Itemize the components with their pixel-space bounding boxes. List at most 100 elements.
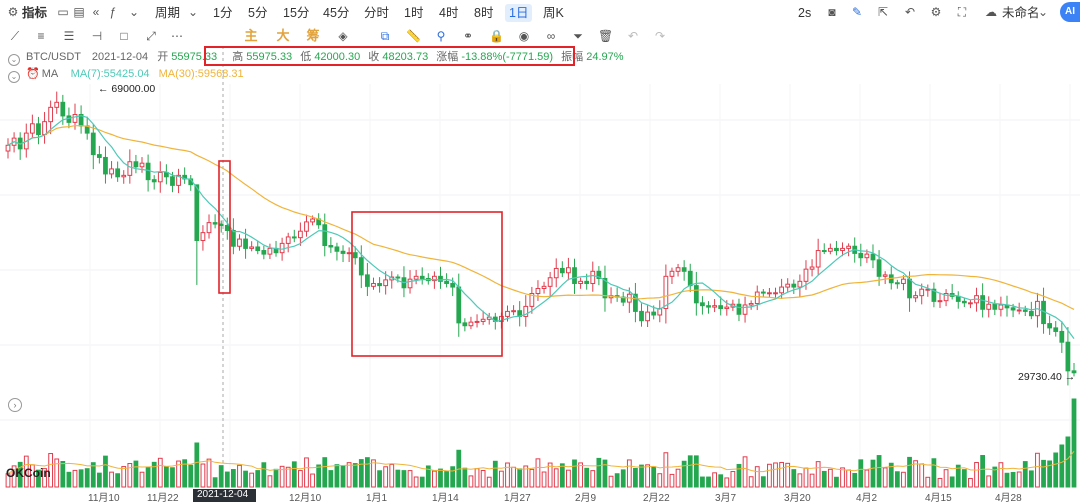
volume-bar xyxy=(432,470,437,488)
volume-bar xyxy=(907,456,912,488)
redo-draw-icon[interactable]: ↷ xyxy=(654,29,666,43)
undo-icon[interactable]: ↶ xyxy=(904,5,916,19)
collapse-icon[interactable]: ⌄ xyxy=(8,54,20,66)
volume-bar xyxy=(675,468,681,488)
edit-icon[interactable]: ✎ xyxy=(851,5,863,19)
candle-body xyxy=(553,267,559,279)
interval-4h[interactable]: 4时 xyxy=(439,6,459,20)
candle-body xyxy=(206,222,212,234)
x-tick-label-cursor: 2021-12-04 xyxy=(197,489,249,500)
ai-button[interactable]: AI xyxy=(1060,2,1080,22)
chevron-down-icon[interactable]: ⌄ xyxy=(128,5,140,19)
interval-5m[interactable]: 5分 xyxy=(248,6,268,20)
trash-icon[interactable]: 🗑 xyxy=(598,29,614,43)
volume-bar xyxy=(827,468,833,488)
x-tick-label: 1月1 xyxy=(366,493,388,502)
volume-bar xyxy=(383,466,389,488)
more-tools-icon[interactable]: ⋯ xyxy=(171,29,183,43)
candle-body xyxy=(462,322,468,327)
refresh-rate[interactable]: 2s xyxy=(798,6,812,20)
candle-body xyxy=(48,106,54,123)
volume-bar xyxy=(78,469,84,488)
export-icon[interactable]: ⇱ xyxy=(877,5,889,19)
volume-bar xyxy=(103,455,108,488)
eye-icon[interactable]: ◉ xyxy=(518,29,530,43)
volume-bar xyxy=(1004,472,1010,488)
link-icon[interactable]: ∞ xyxy=(546,29,556,43)
chip-label[interactable]: 筹 xyxy=(306,28,320,43)
collapse-icon[interactable]: ⌄ xyxy=(8,71,20,83)
volume-bar xyxy=(511,466,516,488)
volume-bar xyxy=(687,455,693,488)
cloud-icon[interactable]: ☁ xyxy=(985,5,997,19)
function-icon[interactable]: ƒ xyxy=(109,5,117,19)
big-order-label[interactable]: 大 xyxy=(276,28,290,43)
rewind-icon[interactable]: « xyxy=(92,5,100,19)
ruler-icon[interactable]: 📏 xyxy=(406,29,421,43)
chevron-down-icon[interactable]: ⌄ xyxy=(1037,5,1049,19)
camera-icon[interactable]: ◙ xyxy=(828,5,836,19)
ohlc-info: ⌄ BTC/USDT 2021-12-04 开 55975.33 高 55975.… xyxy=(8,49,624,66)
volume-bar xyxy=(645,464,650,488)
fullscreen-icon[interactable]: ⛶ xyxy=(957,5,967,19)
main-force-label[interactable]: 主 xyxy=(244,28,258,43)
rectangle-tool-icon[interactable]: □ xyxy=(120,29,128,43)
compare-icon[interactable]: ⚭ xyxy=(462,29,474,43)
indicator-icon[interactable]: ⚙ xyxy=(7,5,19,19)
layout-icon[interactable]: ▤ xyxy=(73,5,85,19)
interval-timeshare[interactable]: 分时 xyxy=(364,6,390,20)
copy-icon[interactable]: ⧉ xyxy=(380,29,390,43)
hline-tool-icon[interactable]: ⊣ xyxy=(91,29,103,43)
candle-body xyxy=(328,245,334,248)
candle-body xyxy=(358,257,364,276)
layout-name[interactable]: 未命名 xyxy=(1002,6,1040,20)
indicator-button[interactable]: 指标 xyxy=(22,6,48,20)
volume-bar xyxy=(480,470,486,488)
candle-body xyxy=(882,274,888,277)
interval-8h[interactable]: 8时 xyxy=(474,6,494,20)
settings-icon[interactable]: ⚙ xyxy=(930,5,942,19)
volume-bar xyxy=(681,460,687,488)
interval-1m[interactable]: 1分 xyxy=(213,6,233,20)
candle-body xyxy=(681,267,687,272)
ray-tool-icon[interactable]: ⤢ xyxy=(146,29,156,43)
undo-draw-icon[interactable]: ↶ xyxy=(627,29,639,43)
scroll-right-icon[interactable]: › xyxy=(8,398,22,412)
candle-body xyxy=(115,168,121,178)
x-tick-label: 4月15 xyxy=(925,493,952,502)
interval-week[interactable]: 周K xyxy=(543,6,564,20)
interval-1d[interactable]: 1日 xyxy=(505,4,533,22)
candle-body xyxy=(572,267,577,284)
volume-bar xyxy=(852,472,858,488)
hlines-tool-icon[interactable]: ≡ xyxy=(37,29,45,43)
chip-icon[interactable]: ◈ xyxy=(338,29,348,43)
channel-tool-icon[interactable]: ☰ xyxy=(63,29,75,43)
interval-45m[interactable]: 45分 xyxy=(323,6,350,20)
candle-body xyxy=(218,223,224,226)
x-tick-label: 4月28 xyxy=(995,493,1022,502)
candle-body xyxy=(90,132,96,156)
volume-bar xyxy=(529,468,535,488)
volume-bar xyxy=(955,464,961,488)
line-tool-icon[interactable]: ⟋ xyxy=(10,29,20,43)
volume-bar xyxy=(858,459,864,488)
chevron-down-icon[interactable]: ⌄ xyxy=(187,5,199,19)
candle-body xyxy=(651,311,657,316)
volume-bar xyxy=(882,467,888,488)
filter-icon[interactable]: ⏷ xyxy=(573,29,583,43)
alarm-icon[interactable]: ⏰ xyxy=(26,68,40,80)
interval-1h[interactable]: 1时 xyxy=(404,6,424,20)
interval-15m[interactable]: 15分 xyxy=(283,6,310,20)
candle-body xyxy=(596,270,602,279)
ma-label: MA xyxy=(41,68,58,80)
calendar-icon[interactable]: ▭ xyxy=(57,5,69,19)
candle-body xyxy=(310,218,315,223)
period-button[interactable]: 周期 xyxy=(155,6,181,20)
magnet-icon[interactable]: ⚲ xyxy=(436,29,446,43)
candle-body xyxy=(127,161,133,176)
volume-bar xyxy=(821,470,827,488)
lock-icon[interactable]: 🔒 xyxy=(489,29,504,43)
candle-body xyxy=(602,277,608,299)
volume-bar xyxy=(145,466,151,488)
